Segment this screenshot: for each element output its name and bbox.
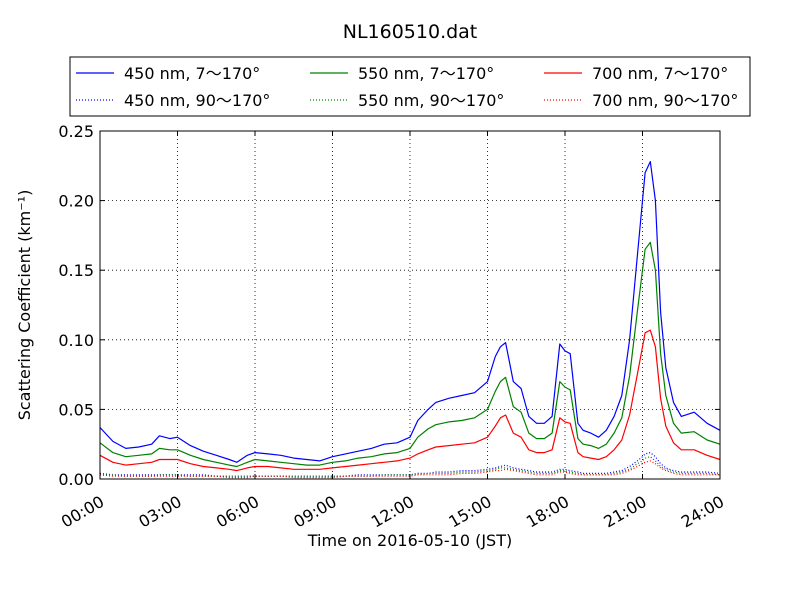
- y-tick-label: 0.05: [58, 400, 94, 419]
- x-tick-label: 15:00: [445, 492, 494, 532]
- x-tick-label: 03:00: [135, 492, 184, 532]
- y-tick-label: 0.10: [58, 331, 94, 350]
- series-layer: [99, 161, 721, 479]
- x-axis-label: Time on 2016-05-10 (JST): [307, 531, 512, 550]
- x-tick-label: 24:00: [678, 492, 727, 532]
- x-tick-label: 18:00: [523, 492, 572, 532]
- legend-label: 450 nm, 7～170°: [124, 64, 260, 83]
- y-tick-label: 0.20: [58, 192, 94, 211]
- plot-background: [100, 131, 720, 479]
- legend: 450 nm, 7～170° 450 nm, 90～170° 550 nm, 7～1…: [69, 56, 751, 117]
- series-line: [99, 460, 720, 479]
- y-tick-label: 0.25: [58, 122, 94, 141]
- legend-label: 700 nm, 90～170°: [592, 91, 738, 110]
- x-tick-label: 09:00: [290, 492, 339, 532]
- y-tick-label: 0.00: [58, 470, 94, 489]
- plot-area: 00:00 03:00 06:00 09:00 12:00 15:00 18:00 21:00…: [58, 122, 727, 531]
- legend-label: 550 nm, 7～170°: [358, 64, 494, 83]
- y-tick-label: 0.15: [58, 261, 94, 280]
- x-tick-label: 12:00: [368, 492, 417, 532]
- series-line: [99, 241, 721, 468]
- series-line: [99, 161, 721, 463]
- legend-label: 450 nm, 90～170°: [124, 91, 270, 110]
- legend-label: 550 nm, 90～170°: [358, 91, 504, 110]
- x-tick-label: 06:00: [213, 492, 262, 532]
- y-axis-label: Scattering Coefficient (km⁻¹): [15, 190, 34, 421]
- legend-box: [69, 56, 751, 117]
- x-tick-label: 00:00: [58, 492, 107, 532]
- x-tick-label: 21:00: [600, 492, 649, 532]
- series-line: [99, 329, 721, 472]
- series-line: [99, 452, 721, 477]
- legend-label: 700 nm, 7～170°: [592, 64, 728, 83]
- series-line: [100, 456, 721, 477]
- chart-title: NL160510.dat: [343, 21, 478, 43]
